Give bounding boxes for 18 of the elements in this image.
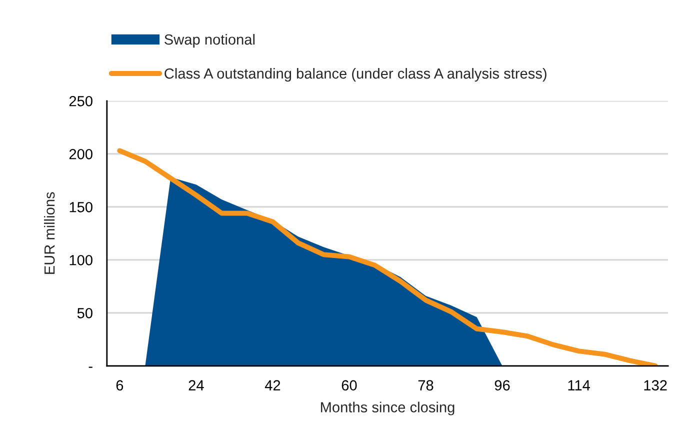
y-tick-label: 100 (70, 254, 92, 266)
x-tick-label: 132 (644, 380, 667, 390)
y-tick-label: - (88, 366, 92, 368)
x-tick-label: 42 (264, 380, 280, 390)
x-tick-label: 114 (568, 380, 590, 390)
y-tick-label: 150 (70, 202, 92, 212)
x-axis-title: Months since closing (321, 402, 454, 416)
y-axis-title: EUR millions (44, 192, 55, 274)
x-tick-label: 6 (116, 380, 124, 390)
x-tick-label: 24 (188, 380, 204, 390)
y-tick-label: 50 (77, 308, 92, 318)
legend-label: Swap notional (164, 34, 255, 48)
x-tick-label: 96 (494, 380, 510, 390)
y-tick-label: 250 (69, 96, 92, 106)
y-tick-label: 200 (69, 148, 92, 160)
legend-label: Class A outstanding balance (under class A analysis stress) (164, 68, 546, 82)
x-tick-label: 60 (342, 380, 357, 390)
x-tick-label: 78 (418, 380, 434, 390)
